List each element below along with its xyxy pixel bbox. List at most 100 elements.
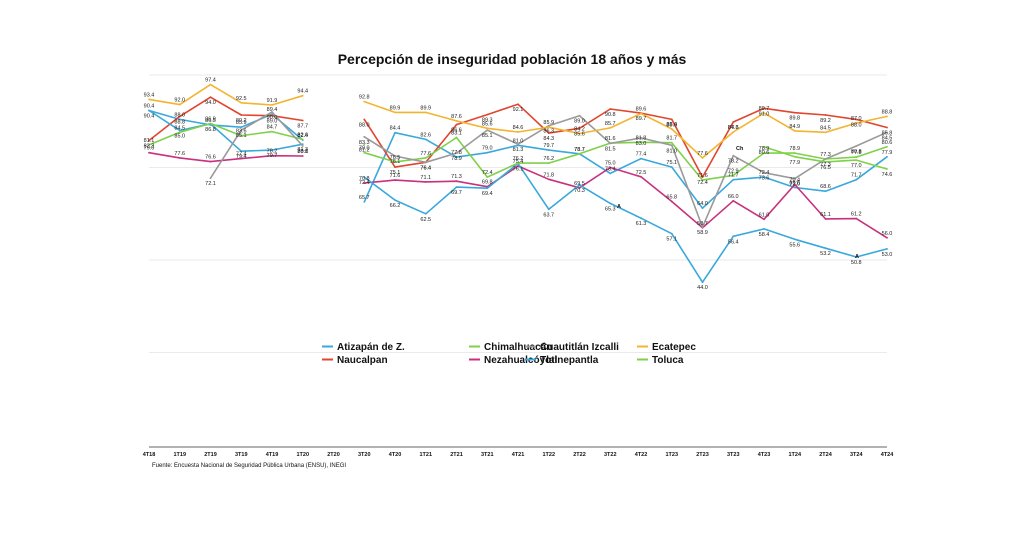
data-point xyxy=(732,235,735,238)
data-label: 77.8 xyxy=(851,150,862,156)
data-label: 84.5 xyxy=(174,125,185,131)
data-label: 85.8 xyxy=(882,131,893,137)
annotation-label: A xyxy=(855,254,859,260)
data-label: 89.0 xyxy=(267,119,278,125)
data-label: 82.4 xyxy=(297,133,308,139)
data-label: 78.9 xyxy=(789,146,800,152)
data-label: 92.0 xyxy=(174,98,185,104)
data-point xyxy=(855,178,858,181)
x-tick-label: 1T22 xyxy=(542,452,555,458)
data-label: 88.0 xyxy=(851,122,862,128)
data-label: 71.7 xyxy=(728,173,739,179)
data-label: 58.4 xyxy=(759,232,770,238)
data-label: 85.6 xyxy=(574,131,585,137)
data-label: 58.9 xyxy=(697,230,708,236)
annotation-label: A xyxy=(617,204,621,210)
data-label: 78.9 xyxy=(451,156,462,162)
data-label: 84.7 xyxy=(267,125,278,131)
data-point xyxy=(271,113,273,116)
data-label: 65.7 xyxy=(359,195,370,201)
data-label: 84.6 xyxy=(728,125,739,131)
data-point xyxy=(824,190,827,193)
series-line xyxy=(363,162,888,284)
data-point xyxy=(855,256,858,258)
legend-label: Naucalpan xyxy=(337,355,388,366)
data-point xyxy=(363,151,366,154)
x-tick-label: 3T23 xyxy=(727,452,740,458)
data-point xyxy=(763,218,765,221)
data-label: 81.0 xyxy=(513,138,524,144)
data-label: 44.0 xyxy=(697,285,708,291)
data-point xyxy=(424,156,427,159)
legend-item: Nezahualcóyotl xyxy=(469,355,558,366)
data-point xyxy=(424,212,427,215)
data-point xyxy=(178,118,181,121)
data-label: 81.2 xyxy=(359,148,370,154)
data-point xyxy=(763,171,765,174)
data-label: 84.5 xyxy=(820,125,831,131)
source-note: Fuente: Encuesta Nacional de Seguridad P… xyxy=(152,463,346,469)
data-point xyxy=(886,115,888,118)
data-label: 61.3 xyxy=(636,221,647,227)
data-point xyxy=(363,201,366,203)
data-label: 77.8 xyxy=(451,150,462,156)
data-label: 72.4 xyxy=(482,170,493,176)
data-label: 69.8 xyxy=(482,180,493,186)
data-label: 77.3 xyxy=(820,162,831,168)
data-point xyxy=(578,186,581,189)
x-tick-label: 3T20 xyxy=(358,452,371,458)
data-point xyxy=(578,132,581,135)
data-point xyxy=(578,152,581,155)
x-tick-label: 4T18 xyxy=(143,452,156,458)
series-line xyxy=(148,122,303,146)
data-label: 70.4 xyxy=(789,178,800,184)
series-line xyxy=(148,83,304,106)
data-point xyxy=(424,138,427,141)
data-label: 87.6 xyxy=(451,114,462,120)
data-point xyxy=(517,131,519,133)
series-Tlalnepantla xyxy=(148,109,888,284)
data-label: 79.7 xyxy=(267,153,278,159)
x-tick-label: 4T24 xyxy=(881,452,894,458)
data-label: 86.9 xyxy=(205,116,216,122)
data-point xyxy=(640,112,642,115)
legend-item: Atizapán de Z. xyxy=(322,342,405,353)
data-label: 78.2 xyxy=(267,149,278,155)
data-label: 61.2 xyxy=(851,212,862,218)
data-point xyxy=(701,281,704,284)
data-point xyxy=(178,131,181,134)
data-label: 79.0 xyxy=(359,146,370,152)
data-point xyxy=(455,136,458,139)
series-line xyxy=(363,114,888,228)
data-point xyxy=(394,161,396,163)
data-point xyxy=(148,109,150,112)
data-label: 89.7 xyxy=(636,116,647,122)
data-point xyxy=(732,121,735,123)
data-label: 72.1 xyxy=(205,181,216,187)
data-label: 87.3 xyxy=(728,125,739,131)
data-label: 85.9 xyxy=(236,120,247,126)
data-label: 65.8 xyxy=(666,195,677,201)
legend-item: Tlalnepantla xyxy=(525,355,599,366)
data-point xyxy=(301,155,304,157)
data-label: 84.2 xyxy=(574,126,585,132)
x-tick-label: 4T19 xyxy=(266,452,279,458)
data-point xyxy=(363,176,366,179)
data-point xyxy=(240,126,243,129)
data-label: 76.4 xyxy=(420,165,431,171)
data-label: 94.0 xyxy=(205,100,216,106)
data-label: 77.9 xyxy=(789,160,800,166)
data-label: 71.6 xyxy=(697,173,708,179)
data-point xyxy=(609,142,612,145)
data-point xyxy=(793,186,796,189)
data-point xyxy=(547,149,550,152)
data-label: 81.1 xyxy=(144,138,155,144)
data-label: 80.6 xyxy=(882,140,893,146)
data-point xyxy=(732,174,735,177)
data-label: 88.0 xyxy=(359,122,370,128)
data-label: 78.7 xyxy=(574,147,585,153)
data-point xyxy=(517,103,519,106)
x-tick-label: 1T24 xyxy=(788,452,801,458)
x-tick-label: 3T24 xyxy=(850,452,863,458)
data-point xyxy=(301,145,304,147)
